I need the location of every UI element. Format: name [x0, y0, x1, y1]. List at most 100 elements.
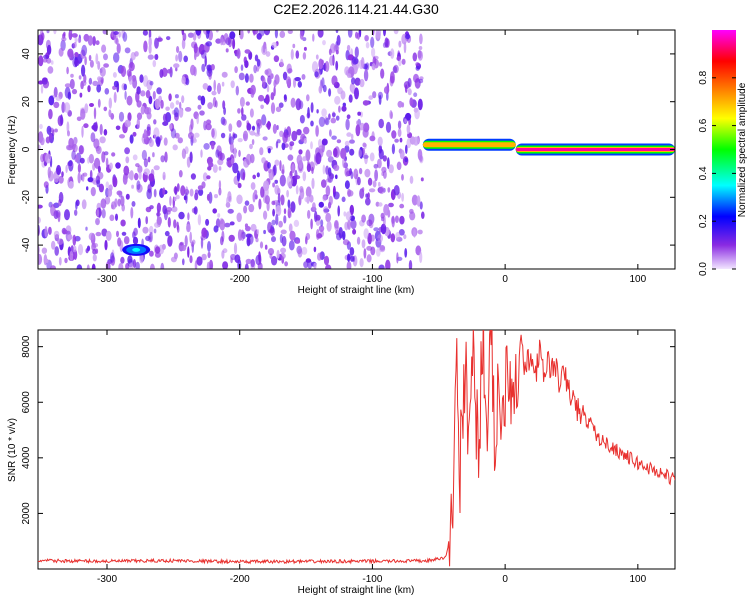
- noise-cell: [405, 144, 408, 154]
- noise-cell: [295, 239, 301, 244]
- noise-cell: [263, 210, 268, 220]
- noise-cell: [377, 136, 383, 147]
- noise-cell: [323, 206, 329, 214]
- noise-cell: [336, 34, 341, 46]
- noise-cell: [150, 263, 155, 269]
- noise-cell: [322, 40, 326, 46]
- noise-cell: [84, 56, 87, 66]
- noise-cell: [125, 156, 130, 164]
- noise-cell: [395, 231, 401, 240]
- noise-cell: [81, 199, 87, 210]
- noise-cell: [302, 52, 307, 60]
- noise-cell: [312, 202, 316, 211]
- noise-cell: [74, 59, 80, 66]
- noise-cell: [228, 234, 235, 242]
- noise-cell: [71, 88, 78, 95]
- noise-cell: [178, 108, 184, 118]
- noise-cell: [132, 236, 139, 245]
- noise-cell: [38, 216, 41, 224]
- noise-cell: [317, 30, 324, 38]
- noise-cell: [167, 235, 173, 247]
- noise-cell: [348, 94, 353, 103]
- noise-cell: [352, 228, 357, 235]
- noise-cell: [217, 213, 221, 218]
- noise-cell: [335, 60, 339, 71]
- noise-cell: [76, 264, 83, 269]
- noise-cell: [259, 147, 264, 156]
- noise-cell: [365, 193, 369, 198]
- noise-cell: [68, 160, 73, 167]
- noise-cell: [104, 195, 111, 205]
- spectrogram-y-tick-label: 20: [21, 96, 32, 108]
- noise-cell: [147, 156, 151, 163]
- noise-cell: [318, 145, 324, 154]
- noise-cell: [162, 187, 166, 196]
- noise-cell: [310, 102, 314, 113]
- noise-cell: [207, 85, 212, 92]
- noise-cell: [130, 207, 134, 219]
- noise-cell: [187, 212, 190, 221]
- noise-cell: [349, 139, 355, 144]
- noise-cell: [97, 60, 101, 70]
- noise-cell: [90, 132, 96, 143]
- noise-cell: [153, 119, 157, 125]
- noise-cell: [420, 177, 424, 182]
- noise-cell: [226, 196, 230, 206]
- noise-cell: [134, 51, 139, 57]
- noise-cell: [89, 103, 94, 107]
- noise-cell: [252, 174, 256, 180]
- noise-cell: [327, 171, 334, 183]
- noise-cell: [237, 138, 243, 143]
- noise-cell: [369, 135, 376, 142]
- noise-cell: [48, 170, 54, 182]
- noise-cell: [123, 165, 130, 176]
- noise-cell: [412, 136, 420, 146]
- noise-cell: [190, 173, 196, 180]
- noise-cell: [278, 102, 284, 108]
- noise-cell: [76, 116, 82, 122]
- noise-cell: [206, 261, 210, 269]
- noise-cell: [176, 221, 179, 231]
- noise-cell: [351, 56, 359, 65]
- noise-cell: [271, 219, 276, 226]
- noise-cell: [272, 182, 275, 188]
- noise-cell: [215, 38, 222, 44]
- noise-cell: [174, 187, 178, 196]
- noise-cell: [397, 100, 403, 108]
- noise-cell: [132, 131, 137, 137]
- noise-cell: [350, 171, 354, 180]
- noise-cell: [77, 172, 81, 184]
- noise-cell: [275, 213, 279, 226]
- noise-cell: [273, 86, 276, 97]
- noise-cell: [117, 198, 121, 207]
- noise-cell: [385, 121, 392, 133]
- noise-cell: [124, 147, 130, 155]
- noise-cell: [321, 138, 328, 146]
- noise-cell: [126, 69, 132, 77]
- noise-cell: [408, 260, 413, 269]
- noise-cell: [120, 219, 126, 227]
- noise-cell: [170, 128, 177, 139]
- noise-cell: [80, 80, 84, 90]
- noise-cell: [230, 80, 235, 89]
- noise-cell: [398, 40, 402, 48]
- noise-cell: [236, 48, 241, 59]
- noise-cell: [385, 259, 391, 269]
- noise-cell: [245, 153, 252, 166]
- snr-panel: -300 -200 -100 0 100 2000 4000 6000 8000 Height …: [7, 329, 676, 596]
- noise-cell: [290, 201, 296, 213]
- noise-cell: [131, 184, 135, 189]
- noise-cell: [323, 255, 330, 266]
- noise-cell: [379, 245, 386, 251]
- noise-cell: [364, 168, 371, 178]
- noise-cell: [185, 77, 190, 86]
- noise-cell: [374, 169, 378, 182]
- noise-cell: [190, 64, 196, 76]
- noise-cell: [60, 114, 63, 126]
- noise-cell: [75, 201, 78, 210]
- noise-cell: [418, 46, 423, 50]
- noise-cell: [98, 207, 101, 219]
- noise-cell: [206, 175, 211, 180]
- noise-cell: [367, 192, 370, 200]
- signal-band: [515, 148, 675, 151]
